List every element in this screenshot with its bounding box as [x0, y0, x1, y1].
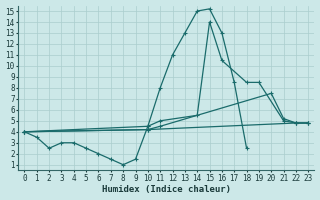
X-axis label: Humidex (Indice chaleur): Humidex (Indice chaleur) — [102, 185, 231, 194]
